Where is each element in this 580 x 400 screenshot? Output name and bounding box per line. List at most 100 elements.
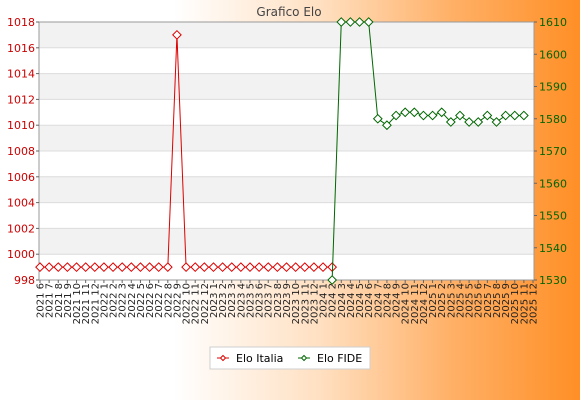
data-point (235, 262, 246, 273)
left-tick-label: 1018 (7, 16, 35, 29)
data-point (272, 262, 283, 273)
legend-marker (219, 354, 227, 362)
data-point (363, 17, 374, 27)
data-point (455, 110, 465, 121)
data-point (409, 107, 420, 118)
x-tick-label: 2023 11 (300, 283, 311, 324)
plot-band (39, 125, 534, 151)
x-tick-label: 2022 6 (145, 283, 156, 318)
x-tick-label: 2023 3 (227, 283, 238, 318)
right-tick-label: 1540 (539, 242, 567, 255)
x-tick-label: 2024 10 (401, 283, 412, 324)
x-tick-label: 2021 12 (90, 283, 101, 324)
x-tick-label: 2024 8 (382, 283, 393, 318)
x-tick-label: 2022 1 (99, 283, 110, 318)
data-point (135, 262, 146, 273)
x-tick-label: 2024 9 (392, 283, 403, 318)
right-tick-label: 1550 (539, 210, 567, 223)
data-point (500, 110, 511, 121)
left-tick-label: 1006 (7, 171, 35, 184)
x-tick-label: 2022 5 (136, 283, 147, 318)
x-tick-label: 2023 7 (264, 283, 275, 318)
data-point (281, 262, 292, 273)
data-point (345, 17, 356, 27)
data-point (108, 262, 118, 273)
x-tick-label: 2025 11 (519, 283, 530, 324)
data-point (153, 262, 164, 273)
x-tick-label: 2023 4 (236, 283, 247, 318)
data-point (400, 107, 411, 118)
legend-box (209, 346, 371, 370)
data-point (509, 110, 520, 121)
x-tick-label: 2025 7 (483, 283, 494, 318)
x-tick-label: 2021 10 (72, 283, 83, 324)
data-point (126, 262, 137, 273)
x-tick-label: 2022 12 (200, 283, 211, 324)
data-point (99, 262, 109, 273)
legend: Elo Italia Elo FIDE (209, 346, 371, 370)
x-tick-label: 2022 9 (172, 283, 183, 318)
x-tick-label: 2025 8 (492, 283, 503, 318)
x-tick-label: 2021 9 (63, 283, 74, 318)
x-tick-label: 2025 9 (501, 283, 512, 318)
data-point (473, 117, 484, 127)
x-tick-label: 2022 3 (118, 283, 129, 318)
data-point (172, 29, 182, 40)
left-tick-label: 1004 (7, 197, 35, 210)
data-point (208, 262, 219, 273)
right-tick-label: 1570 (539, 145, 567, 158)
x-tick-label: 2024 5 (355, 283, 366, 318)
x-tick-label: 2023 8 (273, 283, 284, 318)
x-tick-label: 2023 1 (209, 283, 220, 318)
x-tick-label: 2025 5 (465, 283, 476, 318)
data-point (181, 262, 191, 273)
plot-band (39, 22, 534, 48)
x-tick-label: 2021 8 (54, 283, 65, 318)
x-tick-label: 2023 10 (291, 283, 302, 324)
left-tick-label: 1000 (7, 248, 35, 261)
x-tick-label: 2025 10 (510, 283, 521, 324)
legend-label: Elo Italia (236, 352, 283, 365)
data-point (427, 110, 438, 121)
data-point (299, 262, 310, 273)
left-tick-label: 1012 (7, 93, 35, 106)
x-tick-label: 2024 2 (328, 283, 339, 318)
data-point (491, 117, 502, 127)
x-tick-label: 2021 6 (36, 283, 47, 318)
data-point (199, 262, 210, 273)
x-tick-label: 2025 2 (437, 283, 448, 318)
data-point (354, 17, 365, 27)
x-tick-label: 2022 7 (154, 283, 165, 318)
data-point (464, 117, 474, 127)
data-point (436, 107, 447, 118)
data-point (144, 262, 155, 273)
data-point (44, 262, 55, 273)
x-tick-label: 2024 3 (337, 283, 348, 318)
x-tick-label: 2024 1 (319, 283, 330, 318)
x-tick-label: 2025 12 (529, 283, 540, 324)
data-point (162, 262, 173, 273)
data-point (327, 275, 338, 285)
data-point (308, 262, 319, 273)
data-point (290, 262, 301, 273)
data-point (80, 262, 91, 273)
x-tick-label: 2023 6 (255, 283, 266, 318)
plot-band (39, 202, 534, 229)
right-tick-label: 1600 (539, 48, 567, 61)
plot-band (39, 228, 534, 255)
x-tick-label: 2025 3 (446, 283, 457, 318)
x-tick-label: 2023 12 (309, 283, 320, 324)
x-tick-label: 2024 6 (364, 283, 375, 318)
data-point (53, 262, 64, 273)
data-point (336, 17, 347, 27)
data-point (254, 262, 265, 273)
x-tick-label: 2022 11 (191, 283, 202, 324)
data-point (518, 110, 529, 121)
data-point (117, 262, 128, 273)
x-tick-label: 2025 1 (428, 283, 439, 318)
data-point (372, 113, 383, 124)
left-tick-label: 998 (14, 274, 35, 287)
left-tick-label: 1014 (7, 68, 35, 81)
right-tick-label: 1580 (539, 113, 567, 126)
